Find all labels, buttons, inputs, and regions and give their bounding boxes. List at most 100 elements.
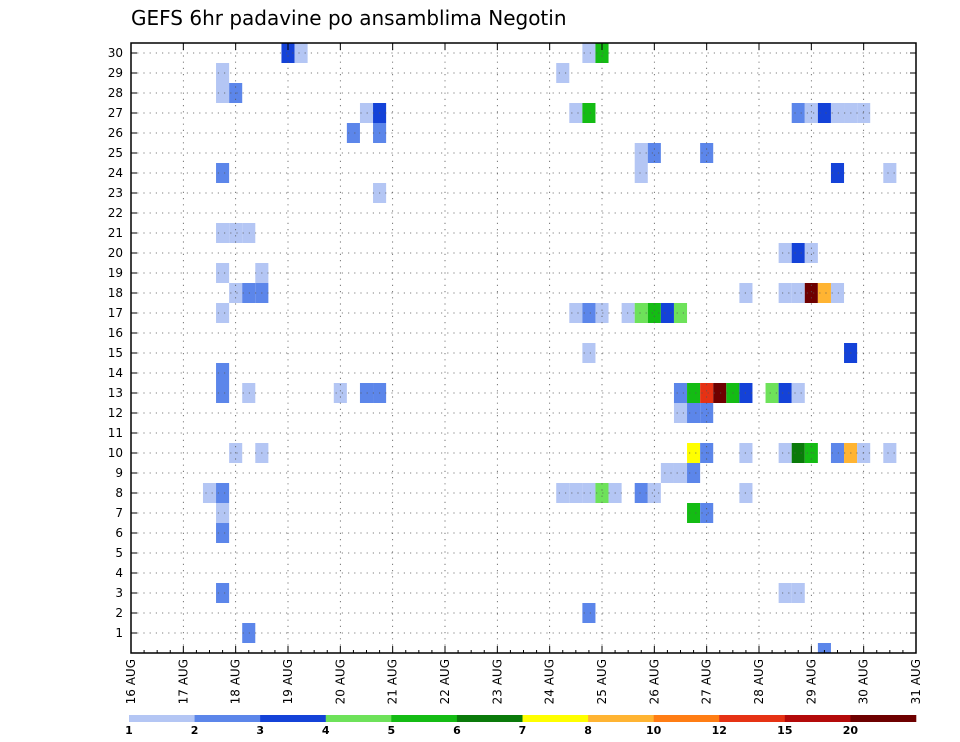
colorbar-segment bbox=[391, 715, 458, 722]
heatmap-cell bbox=[660, 303, 674, 323]
heatmap-cell bbox=[359, 103, 374, 123]
colorbar-tick-label: 5 bbox=[388, 724, 396, 737]
heatmap-cell bbox=[216, 303, 230, 323]
colorbar-segment bbox=[719, 715, 786, 722]
x-tick-label: 31 AUG bbox=[909, 659, 923, 704]
heatmap-cell bbox=[634, 143, 648, 163]
heatmap-cell bbox=[804, 103, 818, 123]
heatmap-cell bbox=[647, 303, 661, 323]
y-tick-label: 22 bbox=[108, 206, 123, 220]
y-tick-label: 2 bbox=[115, 606, 123, 620]
heatmap-cell bbox=[216, 83, 230, 103]
heatmap-cell bbox=[634, 163, 648, 183]
x-tick-label: 20 AUG bbox=[333, 659, 347, 704]
heatmap-cell bbox=[791, 583, 805, 603]
y-tick-label: 7 bbox=[115, 506, 123, 520]
heatmap-cell bbox=[216, 483, 230, 503]
heatmap-cell bbox=[216, 223, 230, 243]
heatmap-cell bbox=[582, 43, 596, 63]
y-tick-label: 21 bbox=[108, 226, 123, 240]
heatmap-cell bbox=[660, 463, 674, 483]
heatmap-cell bbox=[791, 383, 805, 403]
colorbar-segment bbox=[784, 715, 851, 722]
x-tick-label: 19 AUG bbox=[281, 659, 295, 704]
colorbar-tick-label: 4 bbox=[322, 724, 330, 737]
heatmap-cell bbox=[216, 583, 230, 603]
x-tick-label: 27 AUG bbox=[700, 659, 714, 704]
heatmap-cell bbox=[791, 103, 805, 123]
heatmap-cell bbox=[216, 523, 230, 543]
heatmap-cell bbox=[569, 483, 583, 503]
heatmap-cell bbox=[791, 243, 805, 263]
x-tick-label: 28 AUG bbox=[752, 659, 766, 704]
heatmap-cell bbox=[713, 383, 727, 403]
heatmap-cell bbox=[687, 403, 701, 423]
heatmap-cell bbox=[791, 443, 805, 463]
heatmap-cell bbox=[294, 43, 308, 63]
y-tick-label: 8 bbox=[115, 486, 123, 500]
heatmap-cell bbox=[333, 383, 347, 403]
y-tick-label: 15 bbox=[108, 346, 123, 360]
grid-lines bbox=[131, 43, 916, 653]
heatmap-cell bbox=[817, 103, 831, 123]
x-tick-label: 21 AUG bbox=[386, 659, 400, 704]
heatmap-cell bbox=[647, 483, 661, 503]
heatmap-cell bbox=[700, 383, 714, 403]
x-tick-label: 22 AUG bbox=[438, 659, 452, 704]
colorbar-segment bbox=[588, 715, 654, 722]
colorbar-segment bbox=[653, 715, 720, 722]
heatmap-cell bbox=[229, 223, 243, 243]
heatmap-cell bbox=[673, 303, 688, 323]
heatmap-cell bbox=[216, 263, 230, 283]
y-tick-label: 18 bbox=[108, 286, 123, 300]
colorbar-tick-label: 10 bbox=[646, 724, 662, 737]
heatmap-cell bbox=[804, 243, 818, 263]
chart-title: GEFS 6hr padavine po ansamblima Negotin bbox=[131, 6, 567, 30]
colorbar-tick-label: 20 bbox=[843, 724, 859, 737]
heatmap-cell bbox=[242, 623, 256, 643]
y-tick-label: 17 bbox=[108, 306, 123, 320]
colorbar-tick-label: 12 bbox=[712, 724, 727, 737]
y-tick-label: 14 bbox=[108, 366, 123, 380]
heatmap-cell bbox=[804, 283, 818, 303]
y-tick-label: 24 bbox=[108, 166, 123, 180]
heatmap-cell bbox=[556, 483, 570, 503]
colorbar-tick-label: 6 bbox=[453, 724, 461, 737]
colorbar-segment bbox=[522, 715, 589, 722]
y-tick-label: 27 bbox=[108, 106, 123, 120]
y-tick-label: 25 bbox=[108, 146, 123, 160]
x-tick-label: 30 AUG bbox=[857, 659, 871, 704]
heatmap-cell bbox=[687, 383, 701, 403]
heatmap-cell bbox=[242, 223, 256, 243]
x-tick-label: 24 AUG bbox=[543, 659, 557, 704]
heatmap-cell bbox=[202, 483, 217, 503]
heatmap-cell bbox=[817, 643, 831, 653]
x-tick-label: 18 AUG bbox=[229, 659, 243, 704]
heatmap-cell bbox=[242, 283, 256, 303]
heatmap-cell bbox=[687, 503, 701, 523]
heatmap-cell bbox=[582, 103, 596, 123]
heatmap-cell bbox=[883, 163, 897, 183]
colorbar-tick-label: 7 bbox=[519, 724, 527, 737]
heatmap-cell bbox=[216, 63, 230, 83]
heatmap-cell bbox=[778, 243, 792, 263]
y-tick-label: 20 bbox=[108, 246, 123, 260]
heatmap-cell bbox=[817, 283, 831, 303]
heatmap-cell bbox=[346, 123, 360, 143]
heatmap-cell bbox=[700, 143, 714, 163]
y-tick-label: 19 bbox=[108, 266, 123, 280]
y-tick-label: 12 bbox=[108, 406, 123, 420]
colorbar-segment bbox=[456, 715, 523, 722]
heatmap-cell bbox=[791, 283, 805, 303]
y-tick-label: 1 bbox=[115, 626, 123, 640]
colorbar-segment bbox=[129, 715, 195, 722]
heatmap-cell bbox=[556, 63, 570, 83]
heatmap-cell bbox=[359, 383, 374, 403]
heatmap-cell bbox=[216, 163, 230, 183]
heatmap-cell bbox=[216, 503, 230, 523]
heatmap-cell bbox=[595, 303, 609, 323]
y-tick-label: 26 bbox=[108, 126, 123, 140]
y-tick-label: 6 bbox=[115, 526, 123, 540]
heatmap-cell bbox=[700, 503, 714, 523]
